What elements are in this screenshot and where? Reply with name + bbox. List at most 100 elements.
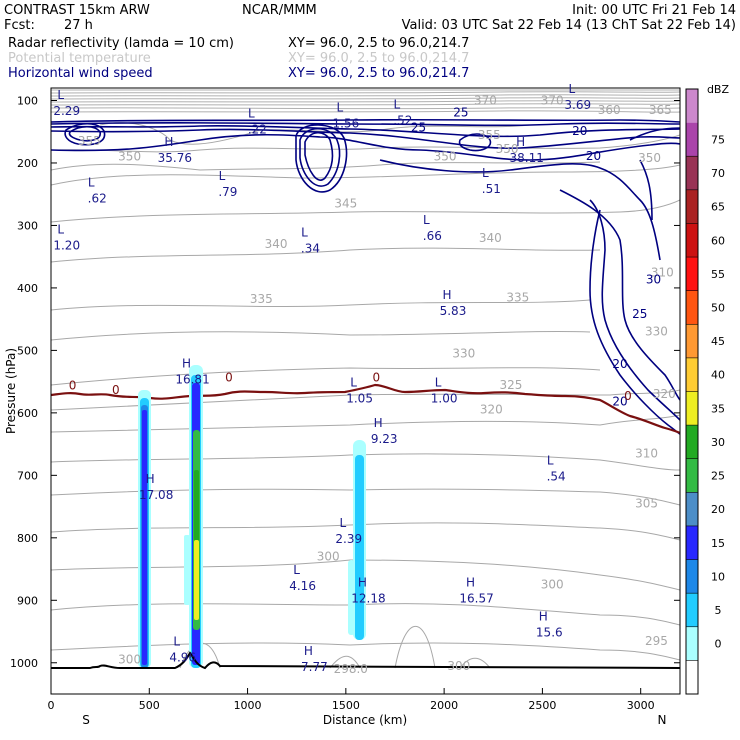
high-low-labels: L2.29 L.22L1.56L.52L3.69H35.76H38.11L.79L… (53, 82, 591, 674)
high-low-letter: H (358, 575, 367, 589)
theta-labels: 300298.030030030029530531032032533033534… (78, 93, 676, 676)
high-low-value: 1.05 (346, 391, 373, 405)
freezing-level-label: 0 (624, 389, 632, 403)
high-low-value: 17.08 (139, 488, 173, 502)
high-low-letter: L (301, 225, 308, 239)
theta-contour-label: 370 (541, 93, 564, 107)
high-low-marker: L 1.00 (431, 375, 458, 405)
valid-time: Valid: 03 UTC Sat 22 Feb 14 (13 ChT Sat … (402, 18, 736, 33)
high-low-value: 35.76 (158, 151, 192, 165)
high-low-value: 7.77 (301, 660, 328, 674)
y-tick-label: 100 (17, 94, 38, 107)
high-low-value: 12.18 (351, 591, 385, 605)
theta-contour-label: 335 (250, 292, 273, 306)
wind-contour-label: 25 (632, 307, 647, 321)
y-tick-label: 800 (17, 532, 38, 545)
high-low-value: 5.83 (440, 304, 467, 318)
high-low-value: 2.29 (53, 104, 80, 118)
theta-contour-label: 295 (645, 634, 668, 648)
high-low-marker: H 5.83 (440, 288, 467, 318)
colorbar-level-label: 30 (711, 436, 725, 449)
high-low-marker: L .52 (393, 97, 412, 127)
field-name-wind: Horizontal wind speed (8, 66, 153, 81)
wind-contour-label: 25 (453, 106, 468, 120)
colorbar-swatch (686, 559, 698, 594)
theta-contour-label: 350 (496, 142, 519, 156)
theta-contour-label: 350 (638, 151, 661, 165)
high-low-marker: L .22 (248, 107, 267, 137)
colorbar-level-label: 20 (711, 503, 725, 516)
x-tick-label: 0 (48, 699, 55, 712)
wind-contour-label: 20 (612, 394, 627, 408)
plot-contents (51, 89, 680, 670)
colorbar-level-label: 45 (711, 335, 725, 348)
high-low-value: .54 (547, 469, 566, 483)
theta-contour-label: 335 (506, 290, 529, 304)
high-low-value: 16.57 (459, 591, 493, 605)
colorbar-level-label: 70 (711, 167, 725, 180)
colorbar-swatch (686, 290, 698, 325)
high-low-marker: H 15.6 (536, 610, 563, 640)
colorbar-level-label: 35 (711, 402, 725, 415)
colorbar-swatch (686, 223, 698, 258)
colorbar-swatch (686, 156, 698, 190)
wind-contour-label: 20 (572, 124, 587, 138)
terrain-line (51, 651, 680, 670)
high-low-letter: L (88, 175, 95, 189)
theta-contour-label: 298.0 (334, 662, 368, 676)
high-low-marker: L 3.69 (564, 82, 591, 112)
wind-contour-label: 30 (646, 273, 661, 287)
y-tick-label: 600 (17, 407, 38, 420)
high-low-letter: H (146, 472, 155, 486)
y-tick-label: 700 (17, 469, 38, 482)
forecast-value: 27 h (64, 18, 93, 33)
high-low-letter: L (568, 82, 575, 96)
colorbar-level-label: 50 (711, 301, 725, 314)
high-low-letter: L (248, 107, 255, 121)
theta-contour-label: 310 (651, 265, 674, 279)
colorbar-swatch (686, 391, 698, 426)
x-axis-end-left: S (82, 713, 90, 727)
high-low-letter: L (293, 563, 300, 577)
high-low-value: .66 (423, 229, 442, 243)
high-low-value: .51 (482, 182, 501, 196)
high-low-marker: L .66 (423, 213, 442, 243)
x-axis-end-right: N (658, 713, 667, 727)
high-low-value: 2.39 (335, 532, 362, 546)
high-low-letter: L (423, 213, 430, 227)
theta-contour-label: 310 (635, 446, 658, 460)
high-low-value: .62 (88, 191, 107, 205)
colorbar-level-label: 75 (711, 133, 725, 146)
theta-contour-label: 325 (500, 378, 523, 392)
colorbar-swatch (686, 324, 698, 358)
high-low-value: 38.11 (510, 151, 544, 165)
high-low-letter: L (219, 169, 226, 183)
header: CONTRAST 15km ARW NCAR/MMM Init: 00 UTC … (4, 3, 736, 81)
wind-labels: 25 25 20 20 30 25 20 20 (411, 106, 661, 409)
field-name-reflectivity: Radar reflectivity (lamda = 10 cm) (8, 36, 234, 51)
colorbar-level-label: 0 (715, 638, 722, 651)
y-tick-label: 300 (17, 219, 38, 232)
theta-contour-label: 360 (598, 103, 621, 117)
high-low-value: 1.56 (332, 116, 359, 130)
high-low-value: 1.20 (53, 238, 80, 252)
x-tick-label: 3000 (627, 699, 655, 712)
wind-contour-label: 20 (612, 357, 627, 371)
theta-contour-label: 345 (334, 197, 357, 211)
freezing-level-label: 0 (372, 371, 380, 385)
y-tick-label: 400 (17, 282, 38, 295)
high-low-marker: H 17.08 (139, 472, 173, 502)
wind-contour-label: 25 (411, 121, 426, 135)
high-low-marker: L 2.39 (335, 516, 362, 546)
colorbar-swatch (686, 425, 698, 459)
x-axis: 0 500 1000 1500 2000 2500 3000 (48, 688, 655, 712)
high-low-marker: L 1.56 (332, 100, 359, 130)
high-low-letter: H (304, 644, 313, 658)
theta-contour-label: 330 (645, 325, 668, 339)
high-low-value: .79 (218, 185, 237, 199)
colorbar: dBZ 0 5 10 15 20 25 30 35 40 45 50 55 60 65 70 75 (685, 83, 729, 695)
high-low-marker: L .62 (88, 175, 107, 205)
high-low-value: 9.23 (371, 432, 398, 446)
high-low-letter: H (516, 135, 525, 149)
theta-contours (51, 122, 680, 669)
